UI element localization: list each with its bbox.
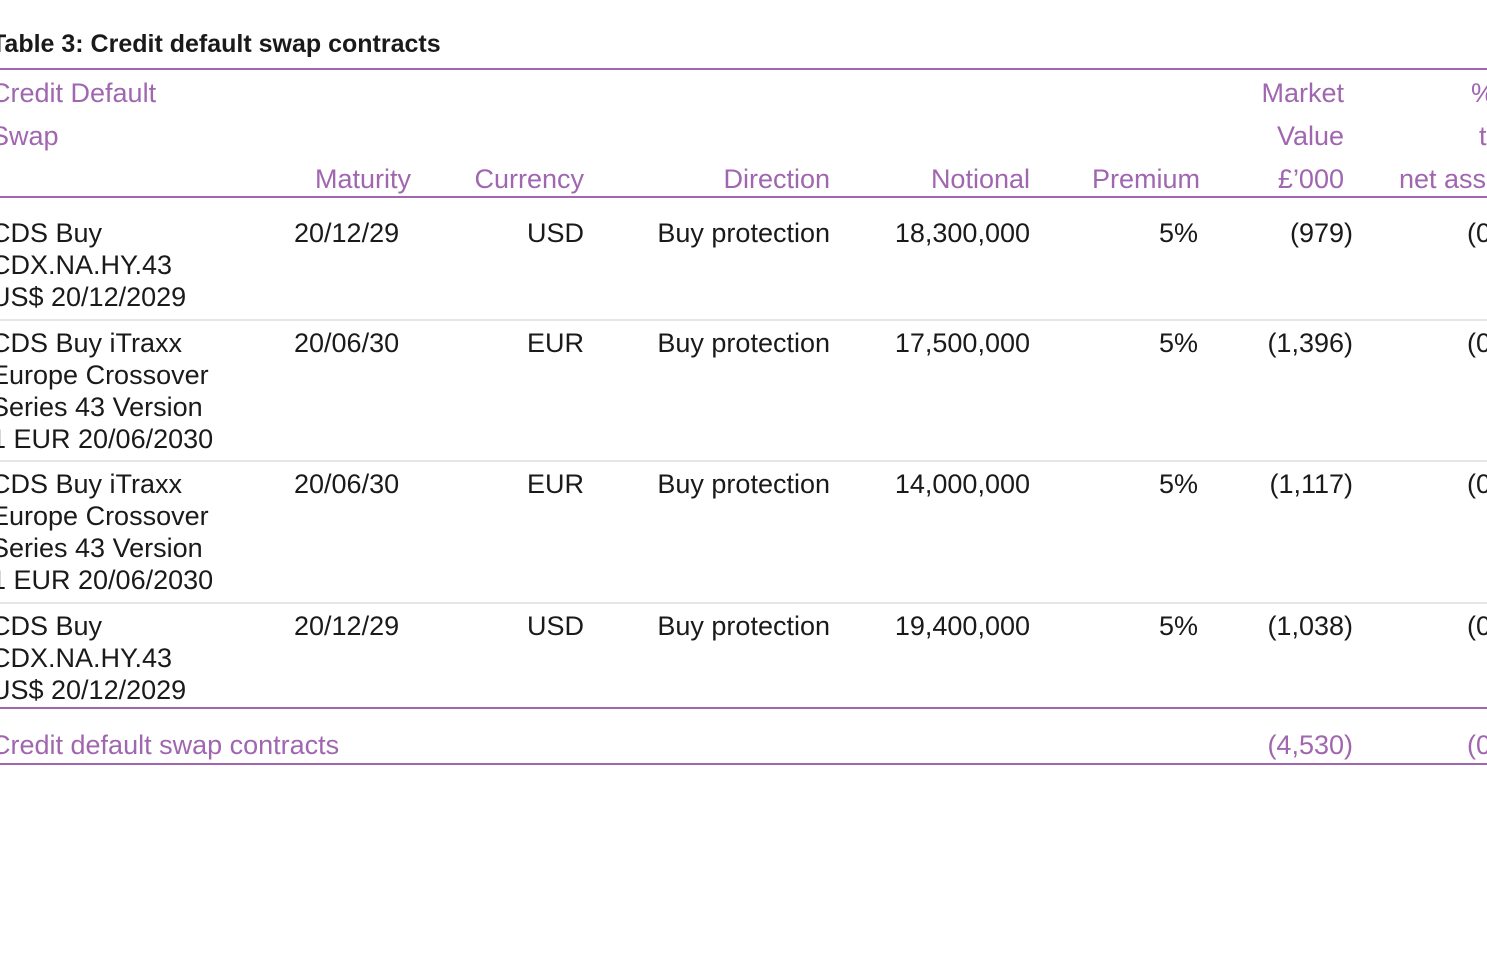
total-top-rule [0,707,1487,709]
header-pct-net-assets: % to [1471,78,1487,151]
row1-pct: (0 [1467,218,1487,248]
header-pct-net-assets-line3: net assets [1399,164,1487,194]
header-top-rule [0,68,1487,70]
row1-market-value: (979) [1289,218,1353,248]
row2-market-value: (1,396) [1267,328,1353,358]
row2-direction: Buy protection [657,328,830,358]
row-divider [0,460,1487,462]
table-title: Table 3: Credit default swap contracts [0,30,441,58]
row2-swap: CDS Buy iTraxx Europe Crossover Series 4… [0,328,214,454]
row4-pct: (0 [1467,611,1487,641]
row4-direction: Buy protection [657,611,830,641]
row3-pct: (0 [1467,469,1487,499]
row1-notional: 18,300,000 [894,218,1030,248]
row3-premium: 5% [1158,469,1198,499]
row4-currency: USD [526,611,584,641]
row4-market-value: (1,038) [1267,611,1353,641]
row1-maturity: 20/12/29 [294,218,400,248]
row3-currency: EUR [526,469,584,499]
total-pct: (0 [1467,730,1487,760]
row4-swap: CDS Buy CDX.NA.HY.43 US$ 20/12/2029 [0,611,187,705]
row2-notional: 17,500,000 [894,328,1030,358]
row-divider [0,602,1487,604]
header-market-value: Market Value £’000 [1261,78,1344,194]
row2-maturity: 20/06/30 [294,328,400,358]
row1-currency: USD [526,218,584,248]
header-direction: Direction [723,164,830,194]
row4-notional: 19,400,000 [894,611,1030,641]
total-market-value: (4,530) [1267,730,1353,760]
row-divider [0,319,1487,321]
row2-currency: EUR [526,328,584,358]
row1-swap: CDS Buy CDX.NA.HY.43 US$ 20/12/2029 [0,218,187,312]
row3-market-value: (1,117) [1269,469,1353,499]
row1-direction: Buy protection [657,218,830,248]
row1-premium: 5% [1158,218,1198,248]
row2-premium: 5% [1158,328,1198,358]
header-premium: Premium [1091,164,1200,194]
header-notional: Notional [930,164,1030,194]
row4-premium: 5% [1158,611,1198,641]
total-bottom-rule [0,763,1487,765]
row3-notional: 14,000,000 [894,469,1030,499]
header-maturity: Maturity [314,164,411,194]
row2-pct: (0 [1467,328,1487,358]
header-bottom-rule [0,196,1487,198]
row3-direction: Buy protection [657,469,830,499]
header-currency: Currency [474,164,584,194]
row3-maturity: 20/06/30 [294,469,400,499]
row3-swap: CDS Buy iTraxx Europe Crossover Series 4… [0,469,214,595]
row4-maturity: 20/12/29 [294,611,400,641]
header-swap: Credit Default Swap [0,78,157,151]
total-label: Credit default swap contracts [0,730,340,760]
